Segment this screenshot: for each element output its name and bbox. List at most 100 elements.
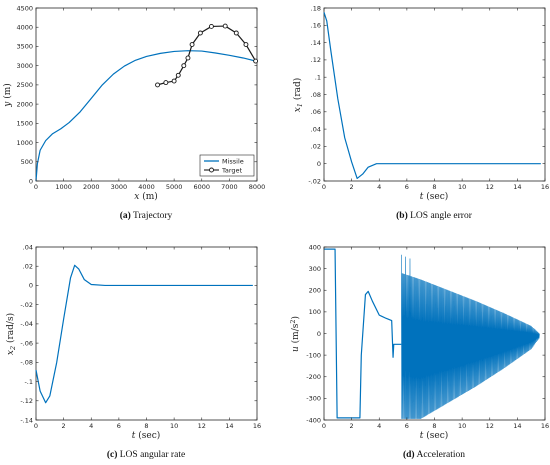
y-tick-label: .04: [23, 243, 33, 251]
y-axis-label-c: x2 (rad/s): [5, 313, 17, 355]
legend-label-target: Target: [221, 167, 243, 175]
ticks-d: 0 2 4 6 8 10 12 14 16 -400 -300 -200 -100 0 100 200 300 4…: [306, 243, 549, 430]
y-tick-label: .02: [311, 143, 321, 151]
x-axis-label-d: t (sec): [420, 430, 449, 441]
y-tick-label: 500: [21, 158, 33, 166]
x-tick-label: 6: [405, 183, 409, 191]
x-tick-label: 6000: [193, 183, 210, 191]
caption-a: (a) Trajectory: [120, 210, 173, 221]
y-tick-label: .02: [23, 263, 33, 271]
series-c-0-line: [35, 264, 253, 404]
target-line: [157, 25, 257, 86]
target-marker: [175, 72, 181, 78]
y-tick-label: 200: [309, 287, 321, 295]
y-tick-label: -.02: [20, 301, 33, 309]
target-marker: [181, 63, 187, 69]
target-marker: [233, 30, 239, 36]
y-tick-label: 2000: [16, 100, 33, 108]
y-tick-label: 3000: [16, 62, 33, 70]
y-tick-label: 0: [317, 160, 321, 168]
y-tick-label: .04: [311, 125, 321, 133]
target-marker: [243, 42, 249, 47]
x-tick-label: 0: [34, 422, 38, 430]
target-marker: [253, 58, 259, 64]
x-tick-label: 1000: [55, 183, 72, 191]
y-axis-label-b: x1 (rad): [292, 78, 304, 113]
target-marker: [155, 82, 161, 88]
y-tick-label: -200: [306, 373, 321, 381]
trajectory-marks: [35, 23, 259, 182]
series-d-0-line: [324, 248, 402, 419]
acceleration-marks: [324, 248, 540, 419]
x-tick-label: 12: [486, 183, 494, 191]
x-tick-label: 0: [34, 183, 38, 191]
target-marker: [222, 23, 228, 29]
los-angle-error-marks: [323, 12, 541, 180]
target-marker: [163, 80, 169, 86]
y-tick-label: 100: [309, 308, 321, 316]
x-tick-label: 8000: [249, 183, 266, 191]
y-tick-label: -.14: [20, 416, 33, 424]
acceleration-oscillation: [401, 254, 540, 419]
plot-frame-b: [323, 7, 546, 182]
y-tick-label: .06: [311, 108, 321, 116]
x-tick-label: 10: [458, 183, 466, 191]
x-tick-label: 0: [322, 422, 326, 430]
los-angular-rate-marks: [35, 264, 253, 404]
series-b-0-line: [323, 12, 541, 180]
y-tick-label: -.1: [24, 378, 33, 386]
x-tick-label: 4000: [138, 183, 155, 191]
y-tick-label: 300: [309, 265, 321, 273]
y-tick-label: -.02: [308, 177, 321, 185]
x-tick-label: 16: [253, 422, 261, 430]
x-tick-label: 3000: [111, 183, 128, 191]
y-tick-label: -.12: [20, 397, 33, 405]
x-tick-label: 7000: [221, 183, 238, 191]
x-axis-label-a: x (m): [134, 191, 158, 202]
y-tick-label: -.08: [20, 359, 33, 367]
x-tick-label: 6: [117, 422, 121, 430]
target-marker: [171, 78, 177, 84]
caption-c: (c) LOS angular rate: [107, 449, 185, 460]
x-tick-label: 5000: [166, 183, 183, 191]
y-tick-label: 0: [317, 330, 321, 338]
y-tick-label: .1: [315, 74, 321, 82]
caption-d: (d) Acceleration: [403, 449, 465, 460]
y-tick-label: .16: [311, 22, 321, 30]
panel-trajectory: Missile Target x (m) y (m) (a) Trajector…: [2, 4, 265, 221]
target-marker: [185, 55, 191, 61]
panel-acceleration: t (sec) u (m/s2) (d) Acceleration 0 2 4 6 8 1…: [289, 243, 549, 460]
y-tick-label: 400: [309, 243, 321, 251]
y-tick-label: -.04: [20, 320, 33, 328]
x-axis-label-c: t (sec): [132, 430, 161, 441]
x-axis-label-b: t (sec): [420, 191, 449, 202]
x-tick-label: 2: [62, 422, 66, 430]
y-tick-label: 4500: [16, 4, 33, 12]
x-tick-label: 4: [377, 422, 381, 430]
ticks-a: 0 1000 2000 3000 4000 5000 6000 7000 8000 0 500 100…: [16, 4, 265, 191]
x-tick-label: 8: [144, 422, 148, 430]
legend-label-missile: Missile: [222, 158, 244, 166]
x-tick-label: 14: [513, 183, 521, 191]
y-tick-label: .18: [311, 4, 321, 12]
legend-trajectory: Missile Target: [199, 154, 255, 177]
x-tick-label: 4: [377, 183, 381, 191]
x-tick-label: 16: [541, 422, 549, 430]
x-tick-label: 12: [486, 422, 494, 430]
y-tick-label: 4000: [16, 24, 33, 32]
ticks-b: 0 2 4 6 8 10 12 14 16-.020.02.04.06.08.1.12.14.1…: [308, 4, 549, 191]
missile-line: [35, 50, 256, 182]
x-tick-label: 14: [225, 422, 233, 430]
y-tick-label: 1500: [16, 120, 33, 128]
target-marker: [189, 42, 195, 47]
y-axis-label-d: u (m/s2): [289, 316, 301, 352]
x-tick-label: 4: [89, 422, 93, 430]
x-tick-label: 10: [170, 422, 178, 430]
caption-b: (b) LOS angle error: [396, 210, 473, 221]
legend-marker-target: [209, 167, 214, 173]
y-tick-label: .08: [311, 91, 321, 99]
y-tick-label: 2500: [16, 81, 33, 89]
y-tick-label: -.06: [20, 339, 33, 347]
x-tick-label: 2000: [83, 183, 100, 191]
